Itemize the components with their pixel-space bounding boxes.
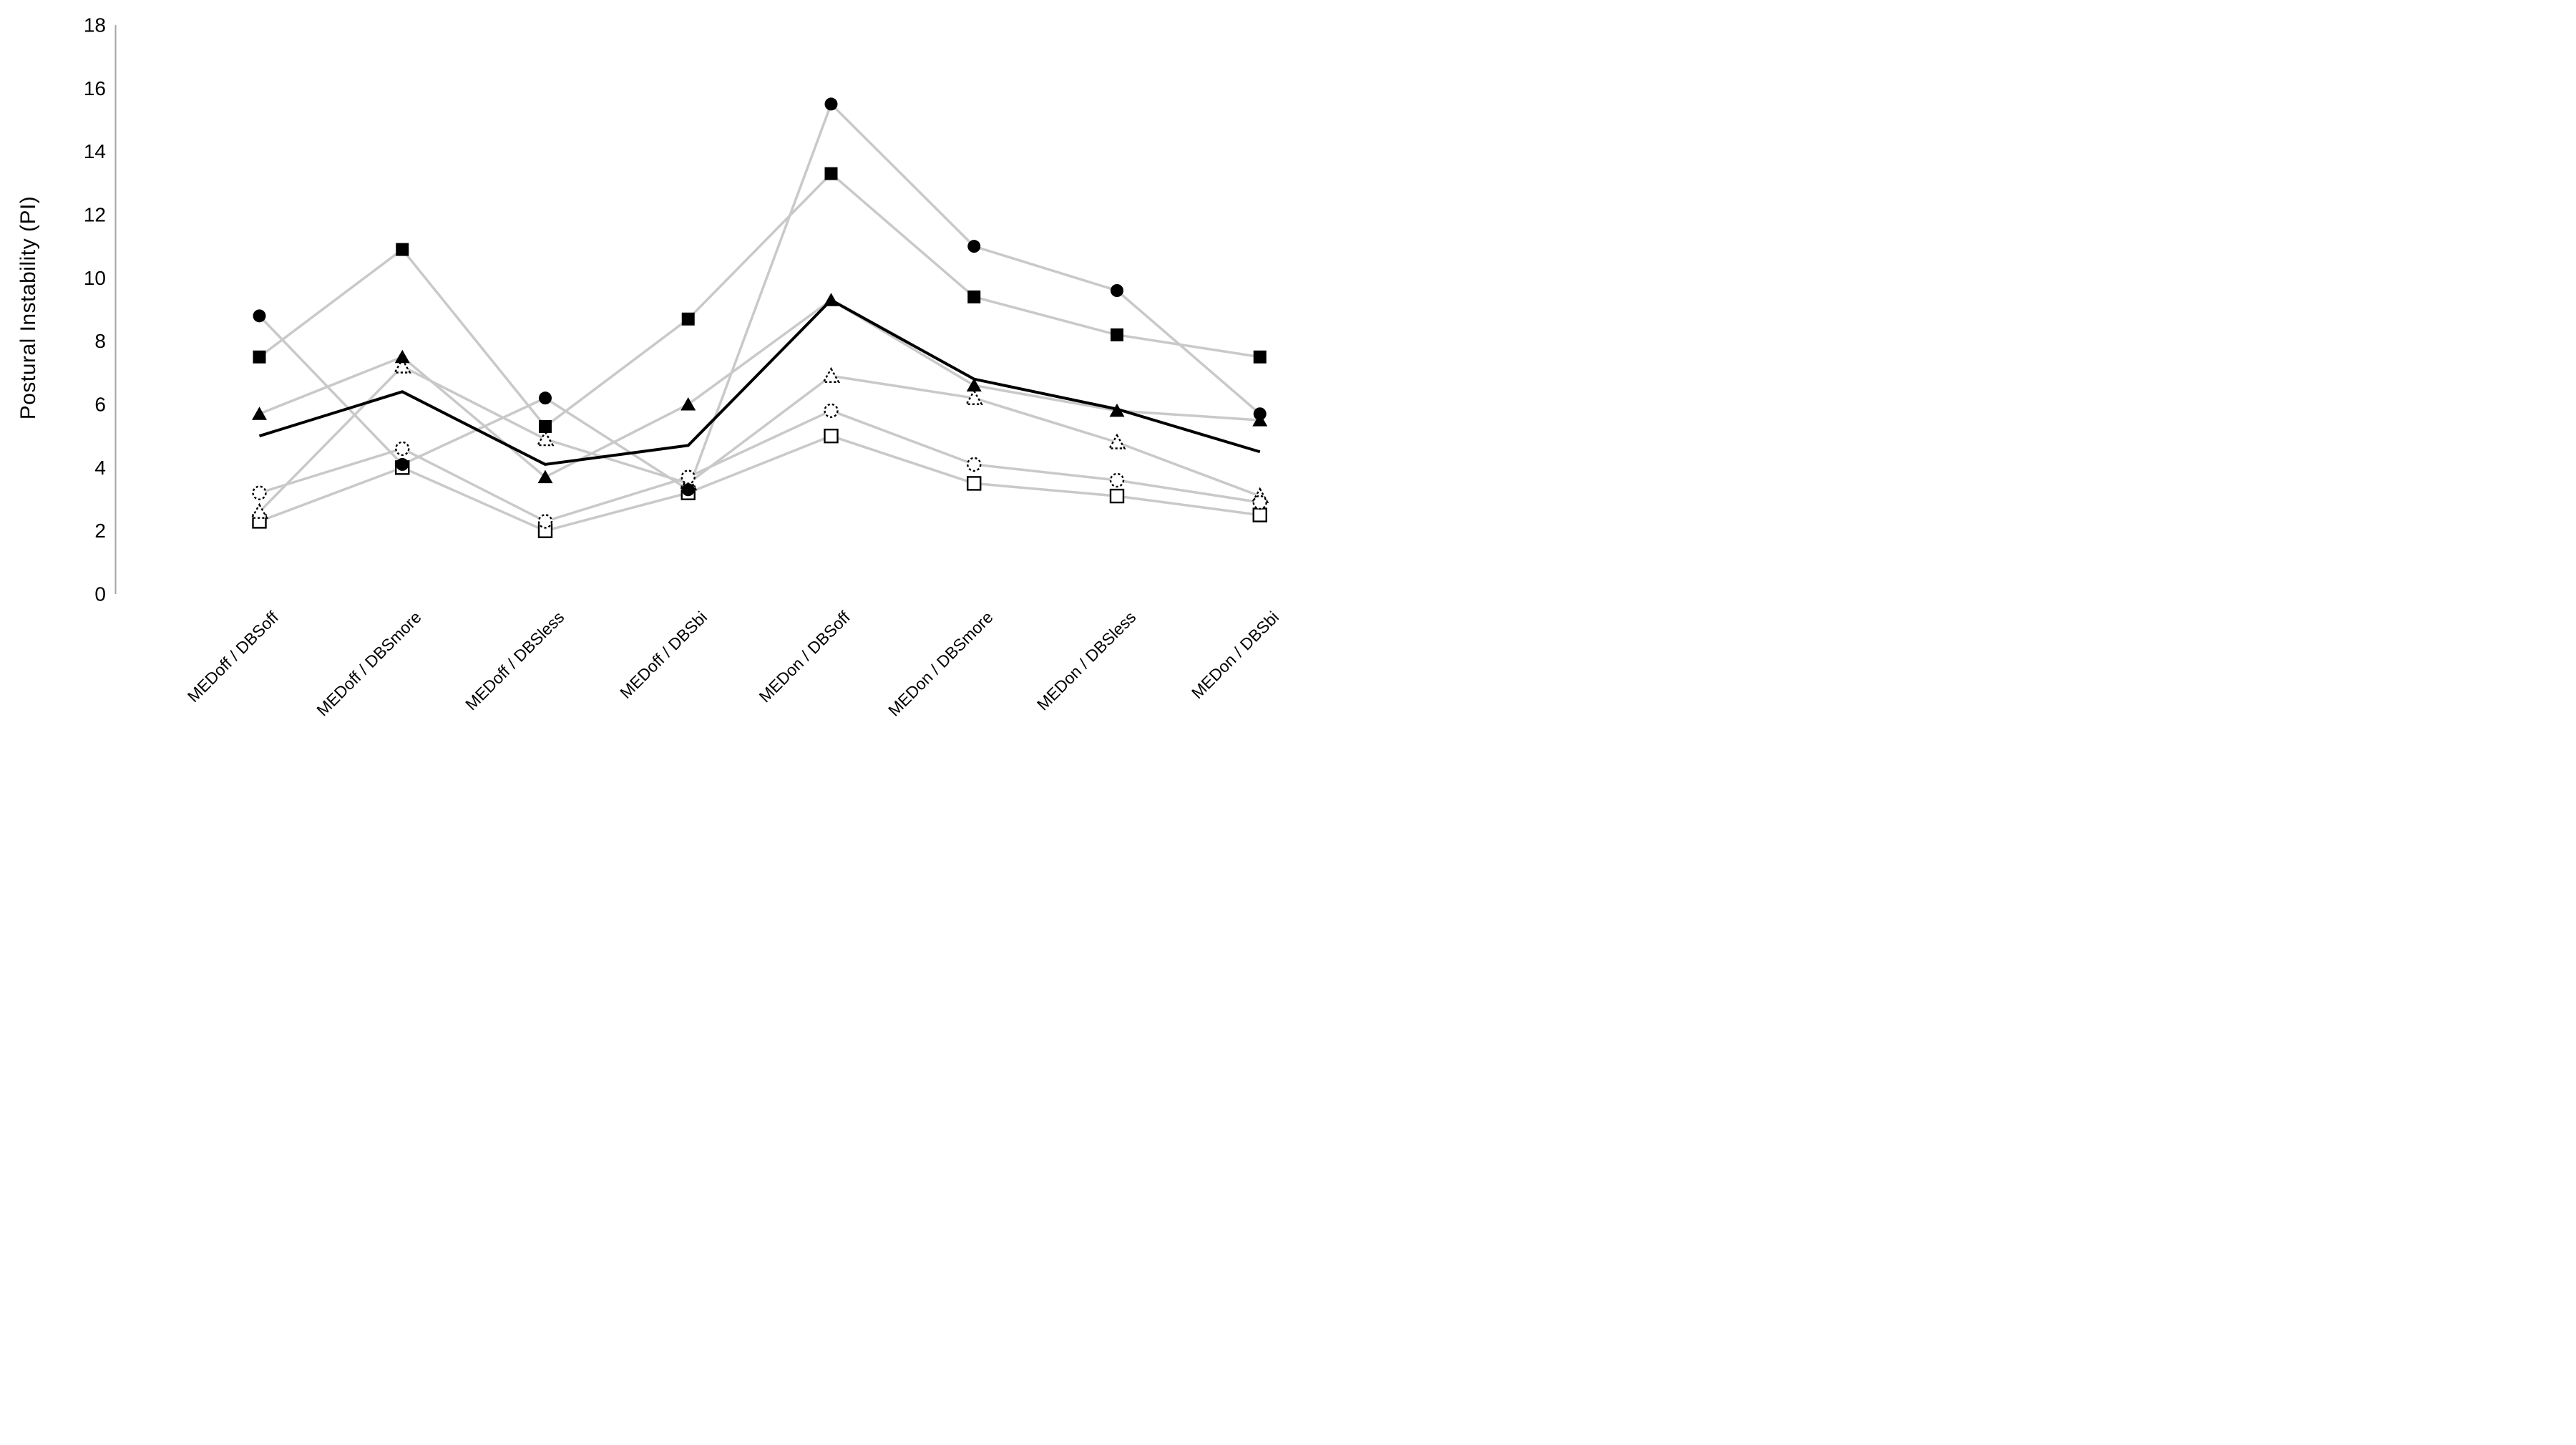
data-point-open-circle	[395, 441, 410, 457]
x-category-label-text: MEDon / DBSbi	[1188, 608, 1282, 702]
data-point-filled-circle	[967, 240, 981, 253]
data-point-filled-square	[824, 167, 838, 180]
data-point-open-circle	[680, 469, 696, 485]
data-point-open-circle	[824, 403, 839, 419]
data-point-open-circle	[967, 457, 982, 472]
data-point-open-square	[967, 476, 982, 491]
data-point-filled-square	[1111, 328, 1123, 341]
data-point-open-circle	[252, 485, 267, 500]
data-point-open-triangle	[536, 430, 555, 447]
data-point-open-circle	[1252, 495, 1267, 510]
data-point-open-circle	[537, 514, 553, 529]
data-point-filled-square	[1253, 350, 1267, 364]
data-point-open-square	[1252, 507, 1267, 522]
data-point-filled-circle	[1253, 407, 1267, 421]
chart-canvas: Postural Instability (PI) 0 2 4 6 8 10 12 14 16 1…	[0, 0, 1288, 723]
y-tick-label: 14	[84, 140, 106, 162]
data-point-filled-circle	[681, 483, 695, 497]
x-category-label-text: MEDoff / DBSmore	[313, 608, 424, 719]
y-tick-label: 16	[84, 77, 106, 99]
data-point-open-triangle	[393, 357, 411, 374]
y-tick-label: 12	[84, 204, 106, 226]
series-line-subject-filled-square	[258, 172, 1261, 429]
y-tick-label: 2	[94, 520, 106, 542]
y-tick-label: 4	[94, 457, 106, 479]
y-tick-label: 18	[84, 14, 106, 37]
data-point-filled-triangle	[1109, 403, 1125, 417]
data-point-filled-circle	[539, 391, 552, 405]
data-point-filled-triangle	[394, 349, 410, 364]
x-category-label-text: MEDon / DBSless	[1033, 608, 1140, 714]
data-point-filled-square	[967, 290, 981, 303]
x-category-label: MEDon / DBSless	[1033, 608, 1140, 714]
data-point-filled-circle	[396, 457, 409, 471]
data-point-filled-triangle	[537, 469, 553, 484]
data-point-filled-circle	[253, 309, 266, 323]
y-tick-label: 8	[94, 330, 106, 352]
data-point-filled-square	[253, 350, 266, 364]
data-point-filled-square	[681, 312, 695, 326]
series-line-subject-open-square	[258, 434, 1260, 532]
data-point-filled-circle	[1111, 284, 1123, 297]
y-tick-label: 6	[94, 394, 106, 416]
series-line-subject-open-circle	[258, 409, 1261, 523]
x-category-label: MEDoff / DBSmore	[313, 608, 424, 719]
data-point-filled-square	[396, 243, 409, 256]
x-category-label: MEDon / DBSmore	[884, 608, 997, 720]
x-category-label-text: MEDoff / DBSbi	[616, 608, 711, 702]
x-category-label-text: MEDon / DBSoff	[756, 608, 854, 706]
x-category-label: MEDon / DBSoff	[756, 608, 854, 706]
series-line-mean-line	[258, 298, 1261, 466]
data-point-open-square	[824, 428, 839, 444]
data-point-open-triangle	[250, 502, 269, 519]
data-point-filled-circle	[824, 97, 838, 111]
series-line-subject-filled-triangle	[258, 298, 1260, 479]
data-point-open-triangle	[821, 366, 841, 383]
y-tick-label: 10	[84, 267, 106, 289]
y-tick-label: 0	[94, 583, 106, 605]
x-category-label: MEDon / DBSbi	[1188, 608, 1282, 702]
data-point-open-triangle	[965, 389, 983, 405]
x-category-label: MEDoff / DBSless	[462, 608, 567, 714]
data-point-filled-triangle	[680, 397, 696, 411]
data-point-filled-triangle	[824, 293, 839, 306]
series-line-subject-filled-circle	[258, 102, 1261, 492]
data-point-filled-square	[539, 419, 552, 433]
data-point-open-square	[1109, 488, 1125, 504]
data-point-filled-triangle	[252, 407, 267, 420]
line-chart-plot: 0 2 4 6 8 10 12 14 16 18 MEDoff / DBSoff MEDoff / D…	[84, 14, 1282, 720]
data-point-open-triangle	[1108, 433, 1126, 449]
x-category-label-text: MEDon / DBSmore	[884, 608, 997, 720]
data-point-filled-triangle	[966, 378, 982, 391]
x-category-label-text: MEDoff / DBSless	[462, 608, 567, 714]
x-category-label: MEDoff / DBSbi	[616, 608, 711, 702]
data-point-open-circle	[1109, 472, 1125, 488]
x-category-label: MEDoff / DBSoff	[184, 608, 283, 706]
x-category-label-text: MEDoff / DBSoff	[184, 608, 283, 706]
